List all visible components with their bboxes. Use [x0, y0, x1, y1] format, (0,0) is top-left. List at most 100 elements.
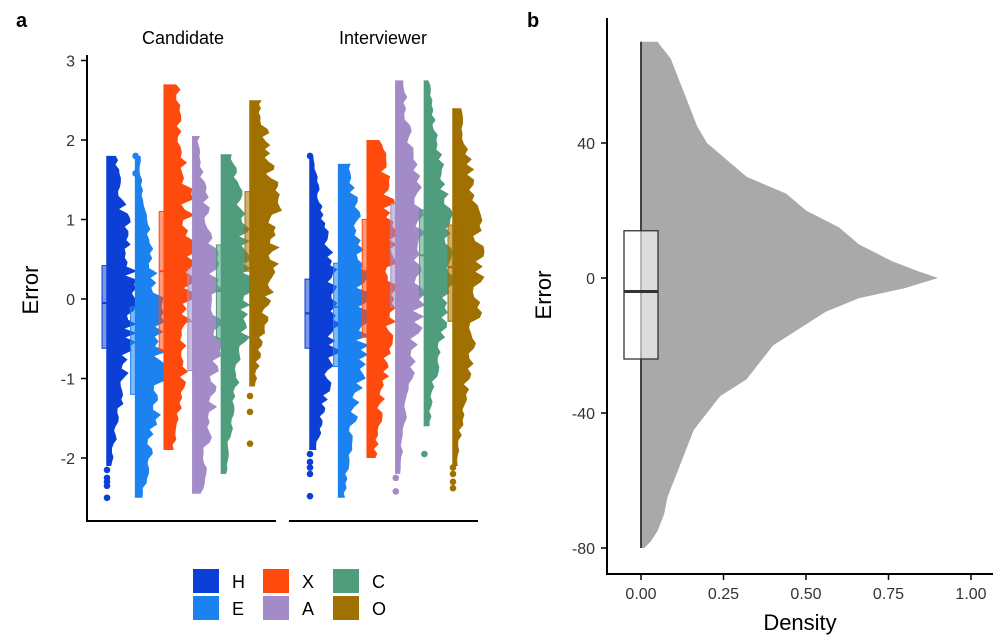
facet-label-candidate: Candidate — [142, 28, 224, 48]
violin-candidate-a — [187, 136, 225, 494]
panel-b: b Error Density 400-40-80 0.00 0.25 0.50 0.… — [527, 10, 993, 635]
panel-b-x-tick-label: 0.00 — [625, 586, 656, 603]
outlier-point — [306, 492, 314, 500]
panel-b-y-ticks: 40 0 -40 -80 — [572, 136, 607, 558]
outlier-point — [449, 470, 457, 478]
violin-candidate-h — [101, 155, 138, 502]
panel-a-y-tick-label: -1 — [61, 372, 75, 389]
violin-shape — [164, 84, 196, 451]
outlier-point — [449, 484, 457, 492]
outlier-point — [449, 464, 457, 471]
panel-b-y-axis-title: Error — [531, 271, 556, 320]
outlier-point — [306, 450, 314, 458]
outlier-point — [103, 466, 111, 474]
legend-swatch-e — [193, 596, 219, 620]
box-iqr — [418, 209, 430, 296]
box-iqr — [187, 268, 199, 372]
panel-b-x-tick-label: 0.75 — [873, 586, 904, 603]
violin-shape — [107, 155, 138, 466]
legend-label-x: X — [302, 572, 314, 592]
violin-interviewer-a — [390, 80, 427, 495]
outlier-point — [421, 450, 428, 458]
violin-candidate-x — [158, 84, 196, 451]
panel-b-x-tick-label: 0.50 — [790, 586, 821, 603]
panel-b-x-tick-label: 1.00 — [955, 586, 986, 603]
outlier-point — [103, 494, 111, 502]
density-area — [641, 41, 938, 548]
outlier-point — [306, 464, 314, 471]
outlier-point — [306, 152, 314, 160]
panel-a-y-tick-label: 3 — [66, 54, 75, 71]
violin-candidate-c — [215, 154, 254, 474]
box-iqr — [361, 219, 373, 338]
violin-candidate-o — [244, 100, 282, 447]
violin-shape — [395, 80, 427, 474]
panel-a-y-tick-label: 2 — [66, 133, 75, 150]
facet-label-interviewer: Interviewer — [339, 28, 427, 48]
panel-a-violins — [101, 80, 485, 502]
legend-swatch-o — [333, 596, 359, 620]
box-iqr — [333, 262, 345, 368]
legend-swatch-a — [263, 596, 289, 620]
box-iqr — [390, 203, 402, 308]
panel-a-y-ticks: 3 2 1 0 -1 -2 — [61, 54, 87, 468]
outlier-point — [132, 152, 139, 160]
violin-shape — [310, 155, 342, 451]
violin-interviewer-o — [447, 108, 485, 492]
legend-label-a: A — [302, 599, 314, 619]
violin-shape — [367, 140, 399, 458]
outlier-point — [246, 392, 254, 400]
panel-a-legend: HE XA CO — [193, 569, 386, 620]
outlier-point — [392, 488, 400, 495]
panel-a-y-tick-label: 1 — [66, 213, 75, 230]
outlier-point — [449, 478, 457, 486]
violin-shape — [338, 163, 371, 498]
legend-swatch-x — [263, 569, 289, 593]
violin-shape — [221, 154, 254, 474]
outlier-point — [246, 408, 254, 416]
panel-a-y-tick-label: -2 — [61, 451, 75, 468]
violin-interviewer-e — [333, 163, 371, 498]
violin-candidate-e — [130, 152, 168, 498]
panel-b-x-axis-title: Density — [763, 610, 836, 635]
outlier-point — [306, 470, 314, 478]
outlier-point — [246, 440, 254, 447]
panel-b-y-tick-label: 40 — [577, 136, 595, 153]
box-iqr — [447, 224, 459, 322]
outlier-point — [392, 474, 400, 482]
violin-shape — [192, 136, 225, 494]
panel-b-x-ticks: 0.00 0.25 0.50 0.75 1.00 — [625, 574, 987, 603]
outlier-point — [306, 458, 314, 466]
legend-label-c: C — [372, 572, 385, 592]
legend-label-e: E — [232, 599, 244, 619]
panel-a-y-axis-title: Error — [18, 266, 43, 315]
panel-b-y-tick-label: 0 — [586, 271, 595, 288]
panel-a-y-tick-label: 0 — [66, 292, 75, 309]
legend-label-h: H — [232, 572, 245, 592]
panel-b-y-tick-label: -80 — [572, 541, 595, 558]
outlier-point — [103, 482, 111, 490]
outlier-point — [132, 170, 139, 177]
violin-interviewer-c — [418, 80, 456, 458]
panel-b-x-tick-label: 0.25 — [708, 586, 739, 603]
panel-a-label: a — [16, 10, 28, 32]
box-iqr — [158, 211, 170, 352]
box-iqr — [623, 230, 659, 360]
violin-shape — [424, 80, 456, 427]
panel-b-y-tick-label: -40 — [572, 406, 595, 423]
violin-shape — [453, 108, 485, 466]
box-iqr — [101, 265, 113, 349]
legend-swatch-c — [333, 569, 359, 593]
panel-b-boxplot — [623, 41, 659, 548]
violin-interviewer-x — [361, 140, 399, 458]
box-iqr — [130, 306, 142, 395]
legend-label-o: O — [372, 599, 386, 619]
violin-shape — [135, 155, 168, 498]
panel-b-label: b — [527, 10, 539, 32]
legend-swatch-h — [193, 569, 219, 593]
box-iqr — [244, 191, 256, 272]
panel-a: a Candidate Interviewer Error 3 2 1 0 -1 -2 H… — [16, 10, 485, 620]
violin-shape — [250, 100, 282, 387]
violin-interviewer-h — [304, 152, 342, 500]
